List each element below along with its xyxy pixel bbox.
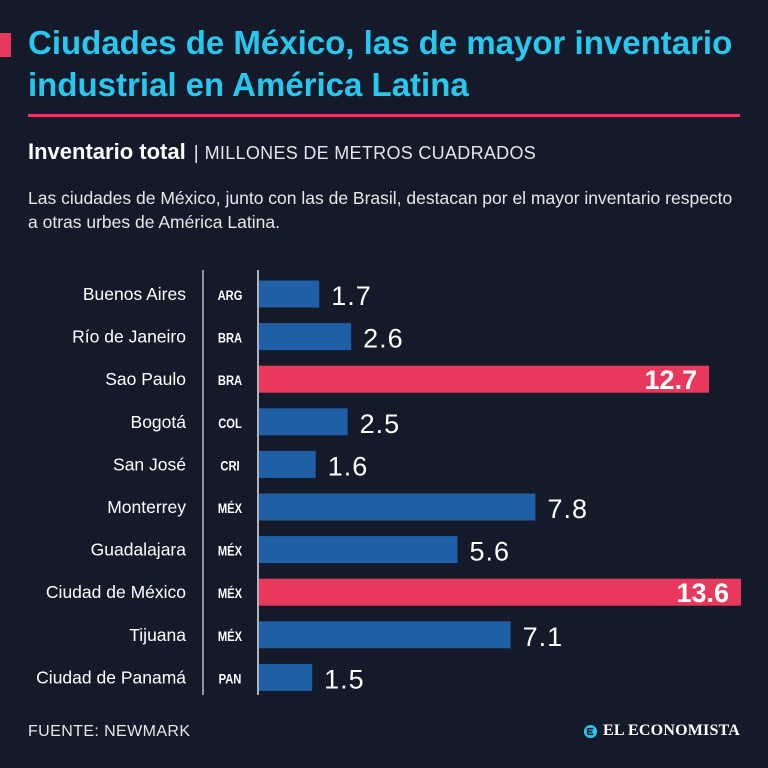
value-label: 7.1: [523, 622, 564, 652]
bar-highlight: [259, 365, 710, 393]
value-label: 12.7: [645, 365, 698, 395]
category-label: Bogotá: [131, 412, 187, 432]
bar: [259, 450, 316, 478]
country-code-label: MÉX: [218, 585, 243, 602]
el-economista-logo-icon: [583, 724, 598, 738]
category-label: Guadalajara: [91, 540, 187, 560]
category-label: Sao Paulo: [105, 369, 186, 389]
bar: [259, 663, 313, 691]
country-code-label: BRA: [218, 330, 242, 345]
subtitle-separator: |: [193, 143, 199, 164]
source-note: FUENTE: NEWMARK: [28, 723, 191, 740]
chart-subtitle-label: Inventario total: [28, 139, 186, 164]
country-code-label: ARG: [218, 288, 243, 303]
country-code-label: COL: [218, 416, 242, 431]
value-label: 7.8: [547, 494, 588, 524]
bar: [259, 493, 536, 521]
chart-subtitle: Inventario total | MILLONES DE METROS CUAD…: [28, 138, 536, 168]
category-label: Ciudad de México: [46, 582, 186, 602]
brand-name: EL ECONOMISTA: [603, 722, 740, 739]
country-code-label: PAN: [219, 671, 242, 686]
category-label: Ciudad de Panamá: [36, 667, 186, 687]
value-label: 1.5: [324, 664, 365, 694]
bar: [259, 280, 320, 308]
country-code-label: BRA: [218, 373, 242, 388]
bar: [259, 536, 458, 564]
category-label: Buenos Aires: [83, 284, 186, 304]
bar: [259, 408, 348, 436]
chart-description: Las ciudades de México, junto con las de…: [28, 188, 733, 232]
category-label: Monterrey: [107, 497, 186, 517]
title-accent-bar: [0, 33, 11, 57]
bar: [259, 621, 511, 649]
value-label: 5.6: [469, 537, 510, 567]
category-label: Tijuana: [129, 625, 186, 645]
country-code-label: CRI: [220, 458, 239, 473]
brand-logo: EL ECONOMISTA: [583, 722, 740, 740]
country-code-label: MÉX: [218, 628, 243, 645]
category-label: Río de Janeiro: [72, 327, 186, 347]
country-code-label: MÉX: [218, 500, 243, 517]
category-label: San José: [113, 454, 186, 474]
value-label: 13.6: [676, 578, 729, 608]
value-label: 1.6: [328, 451, 369, 481]
country-code-label: MÉX: [218, 542, 243, 559]
value-label: 2.5: [360, 409, 401, 439]
value-label: 2.6: [363, 324, 404, 354]
bar-highlight: [259, 578, 741, 606]
value-label: 1.7: [331, 281, 372, 311]
page-title: Ciudades de México, las de mayor inventa…: [28, 24, 733, 103]
chart-units-label: MILLONES DE METROS CUADRADOS: [204, 143, 537, 163]
bar: [259, 323, 352, 351]
title-divider: [28, 114, 740, 117]
